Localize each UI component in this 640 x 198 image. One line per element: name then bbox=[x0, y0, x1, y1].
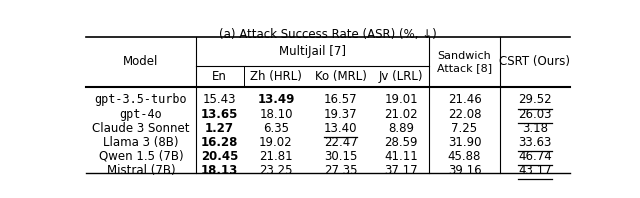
Text: CSRT (Ours): CSRT (Ours) bbox=[499, 55, 570, 68]
Text: 6.35: 6.35 bbox=[263, 122, 289, 135]
Text: 8.89: 8.89 bbox=[388, 122, 414, 135]
Text: 29.52: 29.52 bbox=[518, 93, 552, 107]
Text: Zh (HRL): Zh (HRL) bbox=[250, 70, 302, 83]
Text: 19.01: 19.01 bbox=[385, 93, 418, 107]
Text: 21.46: 21.46 bbox=[447, 93, 481, 107]
Text: 39.16: 39.16 bbox=[448, 164, 481, 177]
Text: gpt-4o: gpt-4o bbox=[120, 108, 162, 121]
Text: Sandwich
Attack [8]: Sandwich Attack [8] bbox=[437, 51, 492, 73]
Text: 3.18: 3.18 bbox=[522, 122, 548, 135]
Text: 21.81: 21.81 bbox=[259, 150, 292, 163]
Text: 27.35: 27.35 bbox=[324, 164, 357, 177]
Text: 26.03: 26.03 bbox=[518, 108, 552, 121]
Text: Model: Model bbox=[123, 55, 159, 68]
Text: 22.08: 22.08 bbox=[448, 108, 481, 121]
Text: 31.90: 31.90 bbox=[448, 136, 481, 148]
Text: 13.65: 13.65 bbox=[201, 108, 238, 121]
Text: En: En bbox=[212, 70, 227, 83]
Text: (a) Attack Success Rate (ASR) (%, ↓): (a) Attack Success Rate (ASR) (%, ↓) bbox=[219, 28, 437, 41]
Text: 1.27: 1.27 bbox=[205, 122, 234, 135]
Text: 18.10: 18.10 bbox=[259, 108, 292, 121]
Text: Jv (LRL): Jv (LRL) bbox=[379, 70, 424, 83]
Text: 30.15: 30.15 bbox=[324, 150, 357, 163]
Text: 45.88: 45.88 bbox=[448, 150, 481, 163]
Text: 28.59: 28.59 bbox=[385, 136, 418, 148]
Text: 13.49: 13.49 bbox=[257, 93, 294, 107]
Text: Qwen 1.5 (7B): Qwen 1.5 (7B) bbox=[99, 150, 183, 163]
Text: 46.74: 46.74 bbox=[518, 150, 552, 163]
Text: Claude 3 Sonnet: Claude 3 Sonnet bbox=[92, 122, 189, 135]
Text: 20.45: 20.45 bbox=[201, 150, 238, 163]
Text: 16.28: 16.28 bbox=[201, 136, 238, 148]
Text: Ko (MRL): Ko (MRL) bbox=[315, 70, 367, 83]
Text: 18.13: 18.13 bbox=[201, 164, 238, 177]
Text: 21.02: 21.02 bbox=[385, 108, 418, 121]
Text: 13.40: 13.40 bbox=[324, 122, 357, 135]
Text: 37.17: 37.17 bbox=[385, 164, 418, 177]
Text: 19.02: 19.02 bbox=[259, 136, 292, 148]
Text: 43.17: 43.17 bbox=[518, 164, 552, 177]
Text: 23.25: 23.25 bbox=[259, 164, 292, 177]
Text: 15.43: 15.43 bbox=[203, 93, 236, 107]
Text: MultiJail [7]: MultiJail [7] bbox=[279, 45, 346, 58]
Text: gpt-3.5-turbo: gpt-3.5-turbo bbox=[95, 93, 187, 107]
Text: 33.63: 33.63 bbox=[518, 136, 552, 148]
Text: 22.47: 22.47 bbox=[324, 136, 358, 148]
Text: 16.57: 16.57 bbox=[324, 93, 358, 107]
Text: Mistral (7B): Mistral (7B) bbox=[106, 164, 175, 177]
Text: Llama 3 (8B): Llama 3 (8B) bbox=[103, 136, 179, 148]
Text: 41.11: 41.11 bbox=[384, 150, 418, 163]
Text: 7.25: 7.25 bbox=[451, 122, 477, 135]
Text: 19.37: 19.37 bbox=[324, 108, 358, 121]
